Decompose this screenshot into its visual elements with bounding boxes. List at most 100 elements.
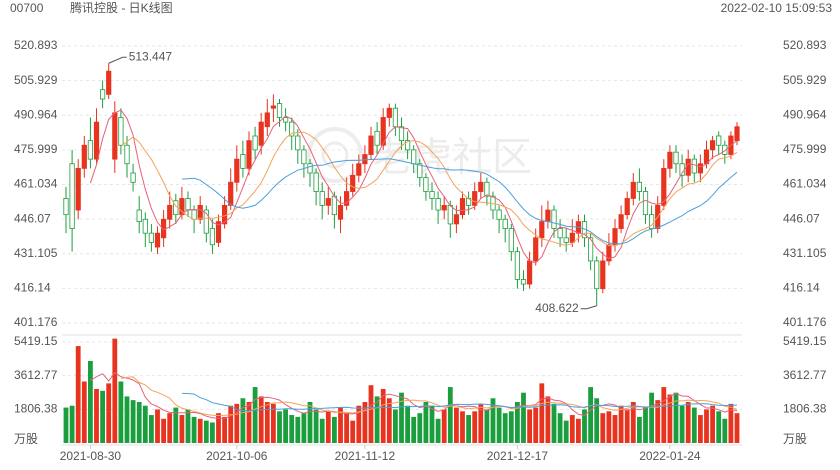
candle-body [691, 158, 697, 174]
volume-bar [594, 398, 600, 443]
candle-body [368, 135, 374, 155]
price-moving-average [120, 131, 738, 247]
candle-body [289, 121, 295, 137]
candle-body [697, 163, 704, 174]
volume-bar [533, 407, 539, 443]
volume-bar [307, 401, 313, 443]
candle-body [435, 198, 441, 211]
volume-bar [100, 390, 105, 443]
volume-bar [576, 418, 581, 443]
candle-body [502, 218, 508, 229]
volume-bar [228, 405, 234, 443]
candle-body [246, 140, 252, 169]
volume-bar [441, 409, 447, 443]
volume-bar [539, 383, 545, 443]
volume-tick-label-right: 3612.77 [783, 368, 827, 382]
candle-body [661, 167, 667, 206]
candle-body [295, 135, 301, 151]
candle-body [264, 112, 270, 128]
candle-body [313, 172, 319, 192]
volume-bar [637, 416, 642, 443]
candle-body [81, 144, 87, 169]
volume-bar [405, 405, 410, 443]
candle-body [392, 107, 399, 128]
candle-body [124, 144, 130, 165]
candle-body [673, 151, 679, 165]
volume-bar [246, 401, 252, 443]
volume-bar [167, 413, 173, 443]
volume-bar [106, 383, 112, 443]
volume-bar [130, 400, 136, 443]
y-tick-label-right: 431.105 [783, 246, 827, 260]
volume-bar [264, 401, 270, 443]
candle-body [630, 181, 636, 199]
volume-bar [179, 415, 185, 443]
volume-bar [484, 409, 490, 443]
volume-bar [612, 415, 618, 443]
volume-bar [454, 407, 459, 443]
candle-body [203, 209, 209, 234]
candle-body [557, 228, 563, 239]
candle-body [100, 89, 106, 100]
candle-body [423, 177, 429, 192]
price-moving-average [89, 109, 738, 264]
candle-body [106, 70, 112, 95]
volume-bar [582, 409, 587, 443]
candle-body [453, 214, 460, 225]
candle-body [276, 103, 283, 118]
volume-bar [722, 418, 728, 443]
candle-body [69, 163, 75, 229]
watermark: 老虎社区 [372, 136, 532, 180]
candle-body [398, 126, 405, 142]
y-tick-label: 475.999 [14, 142, 58, 156]
price-moving-average [181, 158, 738, 245]
candle-body [710, 140, 716, 151]
volume-bar [667, 394, 673, 443]
volume-bar [319, 418, 325, 443]
volume-bar [399, 392, 404, 443]
volume-bar [295, 416, 301, 443]
volume-bar [411, 416, 417, 443]
stock-code: 00700 [10, 1, 44, 15]
volume-bar [94, 388, 99, 443]
candle-body [380, 117, 386, 146]
watermark-logo [307, 127, 363, 183]
low-marker-line [580, 305, 597, 310]
volume-bar [502, 413, 508, 443]
volume-bar [240, 398, 246, 443]
y-tick-label: 446.07 [14, 211, 51, 225]
candle-body [185, 198, 191, 211]
candle-body [441, 205, 447, 211]
volume-bar [271, 403, 276, 443]
volume-tick-label: 5419.15 [14, 334, 58, 348]
candle-body [118, 117, 124, 146]
candle-body [527, 260, 533, 285]
volume-bar [88, 360, 93, 443]
candle-body [197, 205, 203, 220]
volume-bar [460, 411, 465, 443]
candle-body [472, 191, 478, 206]
volume-bar [356, 405, 362, 443]
volume-bar [685, 401, 691, 443]
volume-bar [569, 415, 575, 443]
candle-body [685, 158, 691, 176]
candle-body [87, 140, 93, 160]
volume-moving-average [181, 392, 738, 412]
x-tick-label: 2021-11-12 [335, 449, 396, 463]
volume-bar [258, 396, 264, 443]
candle-body [136, 209, 142, 223]
candle-body [343, 191, 350, 206]
y-tick-label: 520.893 [14, 38, 58, 52]
candle-body [624, 198, 630, 216]
y-tick-label: 431.105 [14, 246, 58, 260]
volume-bar [606, 411, 612, 443]
y-tick-label: 490.964 [14, 107, 58, 121]
volume-bar [655, 400, 661, 443]
candle-body [167, 205, 173, 220]
candle-body [301, 149, 307, 165]
timestamp: 2022-02-10 15:09:53 [721, 1, 833, 15]
volume-bar [545, 396, 551, 443]
volume-tick-label: 3612.77 [14, 368, 58, 382]
y-tick-label-right: 401.176 [783, 315, 827, 329]
candle-body [417, 163, 423, 179]
